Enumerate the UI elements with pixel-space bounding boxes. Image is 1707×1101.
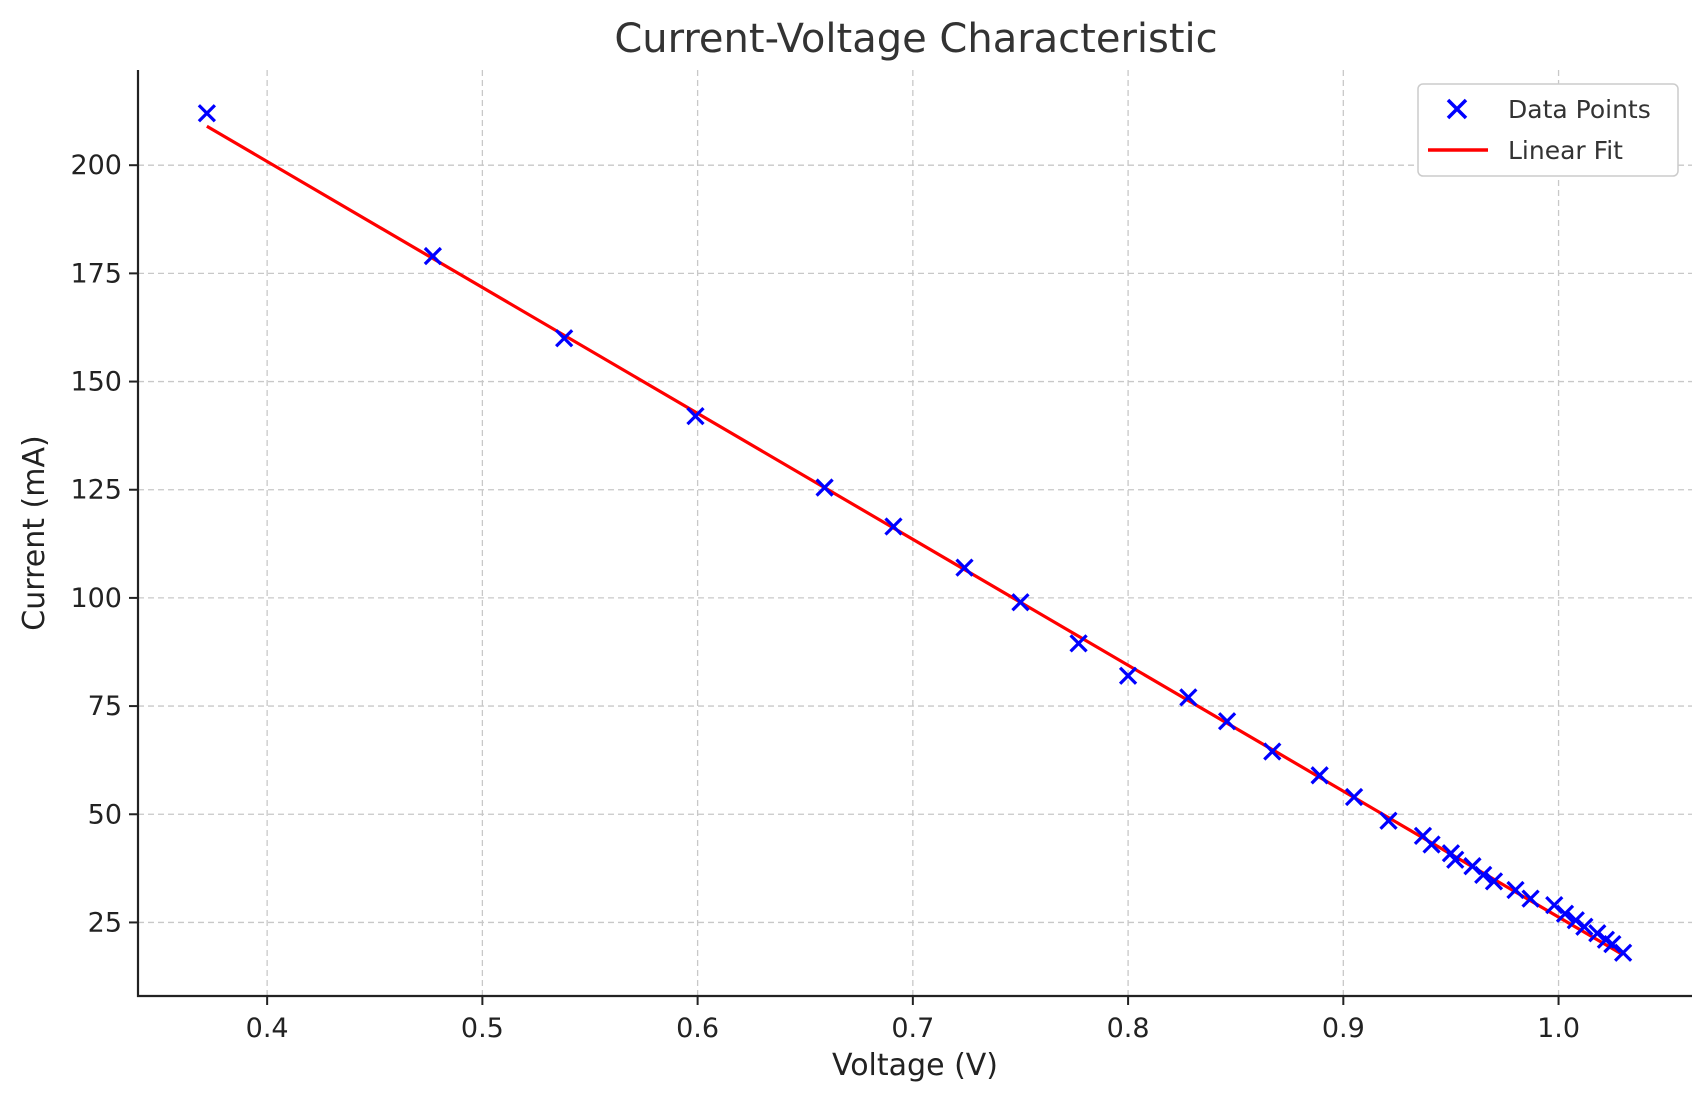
y-tick-label: 25 bbox=[88, 907, 122, 938]
data-point-marker bbox=[555, 329, 574, 348]
data-point-marker bbox=[1484, 872, 1504, 891]
data-point-marker bbox=[1521, 889, 1540, 908]
x-tick-label: 0.7 bbox=[891, 1013, 934, 1044]
data-point-marker bbox=[1344, 787, 1364, 807]
data-point-marker bbox=[1613, 943, 1633, 962]
legend: Data Points Linear Fit bbox=[1417, 83, 1679, 177]
legend-box bbox=[1417, 83, 1679, 177]
data-point-marker bbox=[1555, 904, 1575, 923]
y-axis-ticks: 25 50 75 100 125 150 175 200 bbox=[70, 150, 138, 938]
data-point-marker bbox=[1263, 742, 1282, 761]
y-axis-label: Current (mA) bbox=[17, 435, 52, 630]
x-tick-label: 0.9 bbox=[1322, 1013, 1365, 1044]
x-axis-ticks: 0.4 0.5 0.6 0.7 0.8 0.9 1.0 bbox=[246, 996, 1580, 1044]
data-point-marker bbox=[1179, 688, 1198, 707]
y-tick-label: 200 bbox=[70, 150, 122, 181]
linear-fit-line bbox=[206, 124, 1624, 957]
legend-label-data-points: Data Points bbox=[1508, 95, 1651, 124]
data-point-marker bbox=[815, 478, 834, 497]
data-point-marker bbox=[1474, 865, 1493, 884]
data-point-marker bbox=[1011, 593, 1030, 612]
data-point-marker bbox=[686, 407, 705, 426]
legend-marker-data-points bbox=[1446, 98, 1468, 120]
data-point-marker bbox=[955, 558, 974, 577]
data-point-marker bbox=[1118, 666, 1138, 685]
x-tick-label: 0.8 bbox=[1107, 1013, 1150, 1044]
x-tick-label: 1.0 bbox=[1537, 1013, 1580, 1044]
series-layer bbox=[197, 104, 1633, 962]
axes-spines bbox=[136, 70, 1692, 998]
data-point-marker bbox=[423, 246, 443, 266]
data-point-marker bbox=[1069, 634, 1088, 653]
x-tick-label: 0.4 bbox=[246, 1013, 289, 1044]
data-point-marker bbox=[1379, 811, 1398, 830]
data-point-marker bbox=[1446, 850, 1465, 869]
x-tick-label: 0.5 bbox=[461, 1013, 504, 1044]
chart-title: Current-Voltage Characteristic bbox=[614, 16, 1217, 62]
y-tick-label: 75 bbox=[88, 691, 122, 722]
y-tick-label: 150 bbox=[70, 367, 122, 398]
x-tick-label: 0.6 bbox=[676, 1013, 719, 1044]
data-point-marker bbox=[197, 104, 217, 123]
data-point-marker bbox=[1506, 880, 1525, 900]
y-tick-label: 100 bbox=[70, 583, 122, 614]
data-point-marker bbox=[1217, 712, 1237, 731]
x-axis-label: Voltage (V) bbox=[832, 1048, 998, 1083]
data-point-marker bbox=[1575, 917, 1594, 936]
y-tick-label: 175 bbox=[70, 258, 122, 289]
y-tick-label: 50 bbox=[88, 799, 122, 830]
data-point-marker bbox=[884, 517, 903, 536]
data-point-marker bbox=[1310, 766, 1329, 785]
data-point-marker bbox=[1422, 835, 1441, 854]
y-tick-label: 125 bbox=[70, 475, 122, 506]
legend-label-linear-fit: Linear Fit bbox=[1508, 136, 1623, 165]
